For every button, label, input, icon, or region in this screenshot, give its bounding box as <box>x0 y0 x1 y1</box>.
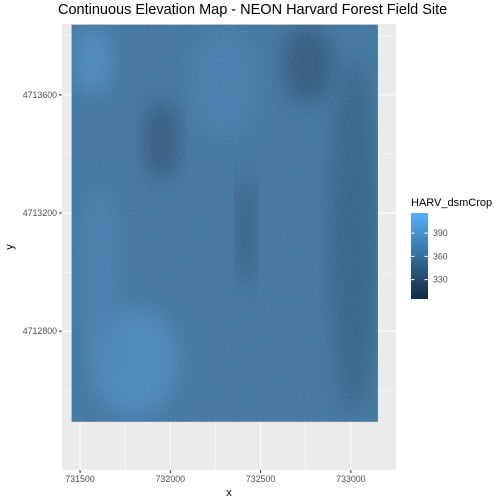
raster-texture <box>71 24 378 422</box>
y-tick-label: 4713200 <box>23 208 57 218</box>
elevation-raster <box>71 24 378 422</box>
legend: 330 360 390 <box>411 213 448 299</box>
y-tick-label: 4712800 <box>23 326 57 336</box>
legend-colorbar <box>411 213 428 299</box>
legend-label: 330 <box>433 275 448 285</box>
y-axis-title: y <box>4 244 16 250</box>
legend-title: HARV_dsmCrop <box>411 197 493 209</box>
legend-label: 390 <box>433 228 448 238</box>
legend-label: 360 <box>433 251 448 261</box>
chart-title: Continuous Elevation Map - NEON Harvard … <box>58 2 448 18</box>
x-tick-label: 733000 <box>336 474 365 484</box>
axis-ticks: 731500 732000 732500 733000 4712800 4713200 47… <box>23 90 366 484</box>
y-tick-label: 4713600 <box>23 90 57 100</box>
x-tick-label: 732000 <box>156 474 185 484</box>
x-tick-label: 731500 <box>65 474 94 484</box>
x-tick-label: 732500 <box>246 474 275 484</box>
x-axis-title: x <box>226 487 232 499</box>
